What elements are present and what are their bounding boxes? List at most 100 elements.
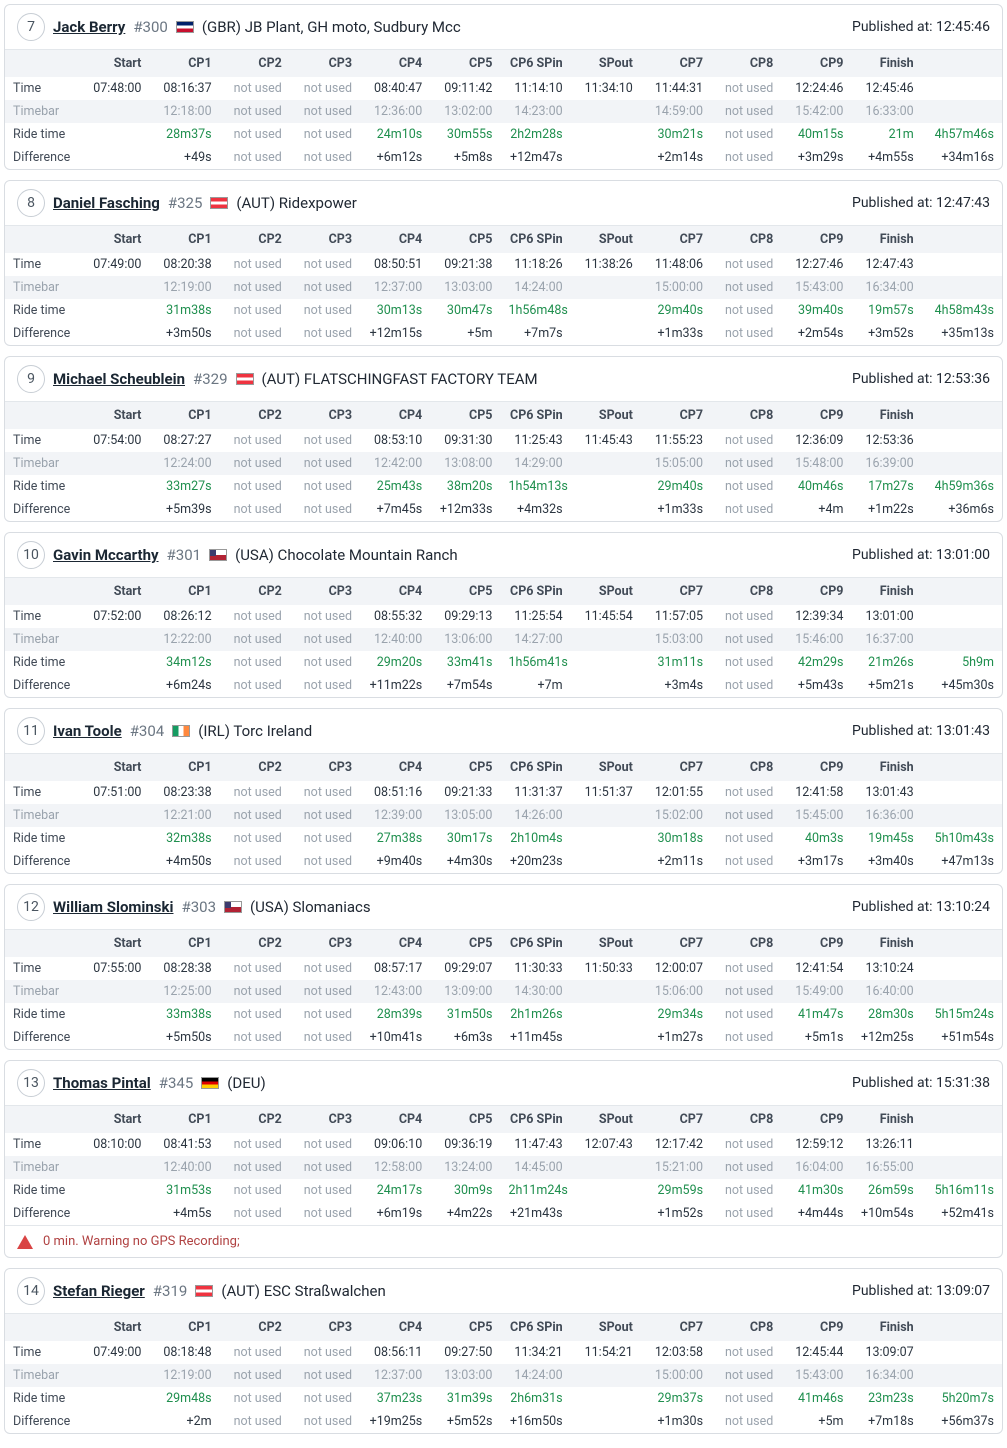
- cell: 16:39:00: [851, 452, 921, 475]
- cell: [79, 1202, 149, 1225]
- cell: +7m: [500, 674, 570, 697]
- cell: [571, 498, 641, 521]
- cell: not used: [711, 77, 781, 100]
- cell: +5m21s: [851, 674, 921, 697]
- cell: not used: [220, 781, 290, 804]
- cell: 4h58m43s: [922, 299, 1002, 322]
- cell: not used: [220, 1179, 290, 1202]
- cell: [571, 1202, 641, 1225]
- rider-name-link[interactable]: William Slominski: [53, 898, 173, 916]
- row-label: Time: [5, 957, 79, 980]
- cell: 30m9s: [430, 1179, 500, 1202]
- col-header: CP5: [430, 50, 500, 78]
- rider-name-link[interactable]: Ivan Toole: [53, 722, 122, 740]
- col-header: CP5: [430, 1314, 500, 1342]
- col-header: CP2: [220, 50, 290, 78]
- col-header: Finish: [851, 578, 921, 606]
- cell: +1m22s: [851, 498, 921, 521]
- cell: +2m54s: [781, 322, 851, 345]
- col-header: CP7: [641, 578, 711, 606]
- col-header: [5, 754, 79, 782]
- col-header: SPout: [571, 402, 641, 430]
- col-header: [922, 402, 1002, 430]
- cell: not used: [290, 429, 360, 452]
- cell: [79, 804, 149, 827]
- result-header: 9Michael Scheublein#329(AUT) FLATSCHINGF…: [5, 357, 1002, 401]
- cell: not used: [220, 1026, 290, 1049]
- col-header: CP4: [360, 402, 430, 430]
- col-header: [5, 578, 79, 606]
- cell: not used: [290, 827, 360, 850]
- cell: 29m40s: [641, 299, 711, 322]
- cell: 29m48s: [149, 1387, 219, 1410]
- cell: not used: [711, 322, 781, 345]
- cell: [79, 827, 149, 850]
- col-header: CP8: [711, 1314, 781, 1342]
- row-label: Ride time: [5, 1179, 79, 1202]
- cell: 16:55:00: [851, 1156, 921, 1179]
- col-header: [922, 1314, 1002, 1342]
- cell: 08:28:38: [149, 957, 219, 980]
- cell: [571, 100, 641, 123]
- cell: not used: [220, 651, 290, 674]
- result-header: 7Jack Berry#300(GBR) JB Plant, GH moto, …: [5, 5, 1002, 49]
- cell: [79, 123, 149, 146]
- col-header: CP8: [711, 50, 781, 78]
- cell: +4m32s: [500, 498, 570, 521]
- cell: 14:26:00: [500, 804, 570, 827]
- cell: [571, 674, 641, 697]
- cell: 11:30:33: [500, 957, 570, 980]
- col-header: CP3: [290, 1106, 360, 1134]
- published-at: Published at: 12:45:46: [852, 19, 990, 35]
- cell: 16:33:00: [851, 100, 921, 123]
- cell: not used: [711, 146, 781, 169]
- table-row: Ride time33m38snot usednot used28m39s31m…: [5, 1003, 1002, 1026]
- cell: 11:38:26: [571, 253, 641, 276]
- col-header: SPout: [571, 226, 641, 254]
- row-label: Time: [5, 605, 79, 628]
- cell: not used: [711, 605, 781, 628]
- cell: [922, 1341, 1002, 1364]
- result-card: 10Gavin Mccarthy#301(USA) Chocolate Moun…: [4, 532, 1003, 698]
- cell: [571, 850, 641, 873]
- col-header: CP4: [360, 578, 430, 606]
- cell: not used: [290, 322, 360, 345]
- splits-table: StartCP1CP2CP3CP4CP5CP6 SPinSPoutCP7CP8C…: [5, 401, 1002, 521]
- cell: 11:14:10: [500, 77, 570, 100]
- cell: 08:23:38: [149, 781, 219, 804]
- col-header: Start: [79, 402, 149, 430]
- rider-name-link[interactable]: Michael Scheublein: [53, 370, 185, 388]
- cell: 2h11m24s: [500, 1179, 570, 1202]
- rider-name-link[interactable]: Stefan Rieger: [53, 1282, 145, 1300]
- cell: 30m18s: [641, 827, 711, 850]
- cell: 12:19:00: [149, 276, 219, 299]
- cell: +5m50s: [149, 1026, 219, 1049]
- cell: 31m39s: [430, 1387, 500, 1410]
- cell: 07:54:00: [79, 429, 149, 452]
- cell: 16:40:00: [851, 980, 921, 1003]
- row-label: Time: [5, 1341, 79, 1364]
- cell: 11:47:43: [500, 1133, 570, 1156]
- cell: not used: [290, 628, 360, 651]
- table-row: Timebar12:25:00not usednot used12:43:001…: [5, 980, 1002, 1003]
- row-label: Difference: [5, 1202, 79, 1225]
- cell: not used: [290, 850, 360, 873]
- rider-name-link[interactable]: Daniel Fasching: [53, 194, 160, 212]
- cell: 5h20m7s: [922, 1387, 1002, 1410]
- cell: not used: [220, 1156, 290, 1179]
- rider-name-link[interactable]: Gavin Mccarthy: [53, 546, 159, 564]
- cell: 13:08:00: [430, 452, 500, 475]
- cell: not used: [711, 276, 781, 299]
- table-row: Time07:51:0008:23:38not usednot used08:5…: [5, 781, 1002, 804]
- cell: 13:02:00: [430, 100, 500, 123]
- rider-name-link[interactable]: Thomas Pintal: [53, 1074, 151, 1092]
- table-row: Time07:54:0008:27:27not usednot used08:5…: [5, 429, 1002, 452]
- rider-name-link[interactable]: Jack Berry: [53, 18, 125, 36]
- row-label: Difference: [5, 850, 79, 873]
- cell: 5h9m: [922, 651, 1002, 674]
- cell: [79, 1410, 149, 1433]
- cell: 29m20s: [360, 651, 430, 674]
- cell: 12:25:00: [149, 980, 219, 1003]
- col-header: Start: [79, 50, 149, 78]
- cell: 12:42:00: [360, 452, 430, 475]
